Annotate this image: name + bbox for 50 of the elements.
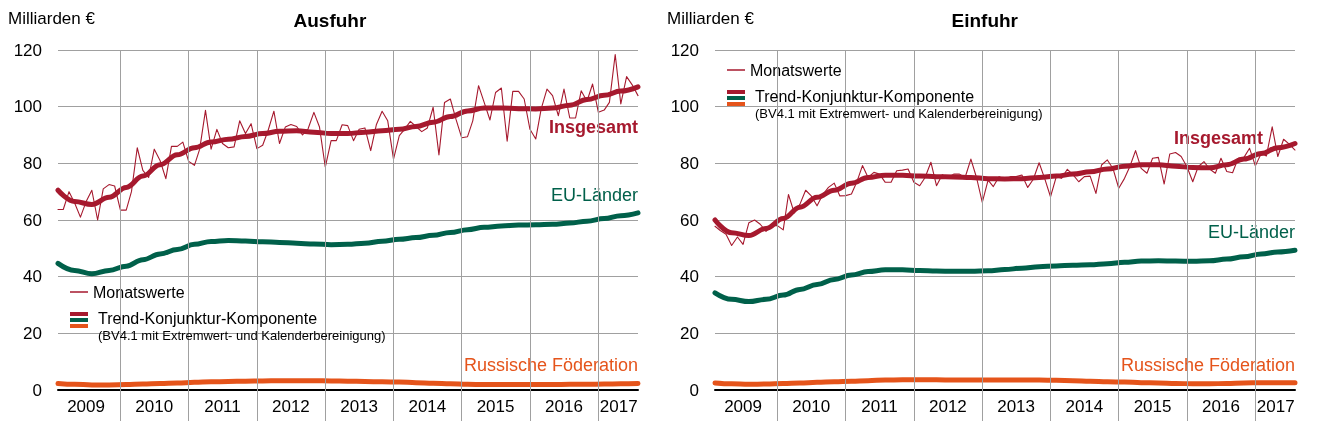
chart-title: Ausfuhr [293,10,367,31]
x-tick-label: 2011 [861,397,898,416]
y-axis-title: Milliarden € [667,9,755,28]
series-label: Insgesamt [548,116,638,137]
y-tick-label: 60 [680,210,699,230]
x-tick-label: 2014 [1065,397,1104,416]
x-tick-label: 2016 [1202,397,1240,416]
x-tick-label: 2009 [724,397,762,416]
x-tick-label: 2013 [340,397,379,416]
line-series [57,53,639,221]
y-tick-label: 120 [13,40,42,60]
annotation: (BV4.1 mit Extremwert- und Kalenderbereinigung) [755,106,1043,121]
series-label: Russische Föderation [463,355,638,376]
chart-title: Einfuhr [951,10,1019,31]
x-tick-label: 2009 [67,397,105,416]
legend-label: Monatswerte [93,283,185,301]
series-label: EU-Länder [1207,222,1296,243]
x-tick-label: 2011 [204,397,241,416]
y-tick-label: 120 [670,40,699,60]
x-tick-label: 2010 [792,397,831,416]
x-tick-label: 2017 [1256,397,1295,416]
x-tick-label: 2014 [408,397,447,416]
y-tick-label: 80 [23,153,42,173]
series-label: EU-Länder [550,184,639,205]
y-tick-label: 0 [32,380,42,400]
legend-label: Monatswerte [750,61,842,79]
x-tick-label: 2015 [476,397,515,416]
y-tick-label: 0 [689,380,699,400]
y-tick-label: 40 [23,267,42,287]
y-axis-title: Milliarden € [8,9,96,28]
x-tick-label: 2016 [545,397,583,416]
line-series [714,126,1296,247]
x-tick-label: 2015 [1133,397,1172,416]
y-tick-label: 40 [680,267,699,287]
y-tick-label: 100 [670,97,699,117]
x-tick-label: 2013 [997,397,1036,416]
annotation: Trend-Konjunktur-Komponente [98,309,318,327]
x-tick-label: 2012 [928,397,967,416]
x-tick-label: 2012 [271,397,310,416]
y-tick-label: 80 [680,153,699,173]
y-tick-label: 20 [23,323,42,343]
y-tick-label: 60 [23,210,42,230]
y-tick-label: 100 [13,97,42,117]
series-label: Russische Föderation [1120,354,1295,375]
x-tick-label: 2010 [135,397,174,416]
x-tick-label: 2017 [599,397,638,416]
annotation: (BV4.1 mit Extremwert- und Kalenderbereinigung) [98,328,386,343]
series-label: Insgesamt [1173,127,1263,148]
annotation: Trend-Konjunktur-Komponente [755,87,975,105]
y-tick-label: 20 [680,323,699,343]
